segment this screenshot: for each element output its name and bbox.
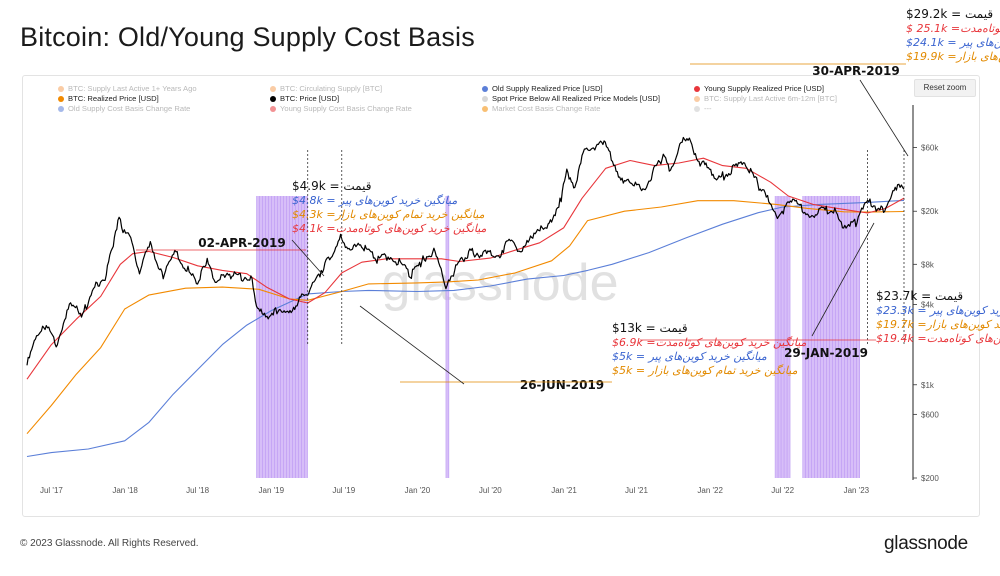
series-line-2	[26, 200, 905, 435]
x-tick-label: Jul '19	[332, 486, 355, 495]
legend-dot-icon	[270, 96, 276, 102]
legend-dot-icon	[482, 86, 488, 92]
legend-dot-icon	[694, 96, 700, 102]
annotation-l1: میانگین خرید کوین‌های کوتاه‌مدت= 6.9k$	[612, 336, 807, 349]
y-tick-label: $4k	[921, 300, 935, 309]
x-tick-label: Jul '17	[40, 486, 63, 495]
legend-label: BTC: Supply Last Active 1+ Years Ago	[68, 84, 197, 93]
below-realized-band	[256, 196, 308, 478]
legend-item[interactable]: Market Cost Basis Change Rate	[482, 104, 600, 114]
x-tick-label: Jan '21	[551, 486, 577, 495]
series-line-3	[26, 199, 905, 458]
x-tick-label: Jan '19	[259, 486, 285, 495]
x-tick-label: Jan '18	[112, 486, 138, 495]
legend-label: BTC: Circulating Supply [BTC]	[280, 84, 383, 93]
x-tick-label: Jan '22	[697, 486, 723, 495]
annotation-l3: میانگین خرید تمام کوین‌های بازار = 5k$	[612, 364, 798, 377]
annotation-pointer	[859, 79, 909, 157]
y-tick-label: $60k	[921, 144, 939, 153]
below-realized-band	[445, 196, 450, 478]
annotation-l2: میانگین خرید تمام کوین‌های بازار= 4.3k$	[292, 208, 485, 221]
legend-dot-icon	[58, 86, 64, 92]
x-tick-label: Jul '22	[771, 486, 794, 495]
y-tick-label: $20k	[921, 207, 939, 216]
annotation-l3: میانگین خرید تمام کوین‌های بازار= 19.9k$	[906, 50, 1000, 63]
series-line-1	[26, 157, 905, 380]
legend-label: Spot Price Below All Realized Price Mode…	[492, 94, 660, 103]
below-realized-band	[775, 196, 791, 478]
legend-item[interactable]: Young Supply Realized Price [USD]	[694, 84, 824, 94]
annotation-l1: میانگین خرید کوین‌های کوتاه‌مدت= 25.1k $	[906, 22, 1000, 35]
annotation-l2: میانگین خرید کوین‌های پیر = 24.1k$	[906, 36, 1000, 49]
reset-zoom-button[interactable]: Reset zoom	[914, 79, 976, 97]
y-tick-label: $1k	[921, 381, 935, 390]
annotation-price: قیمت = 29.2k$	[906, 7, 993, 21]
annotation-date: 29-JAN-2019	[784, 346, 868, 360]
annotation-date: 30-APR-2019	[812, 64, 899, 78]
legend-item[interactable]: Old Supply Realized Price [USD]	[482, 84, 603, 94]
annotation-date: 02-APR-2019	[198, 236, 285, 250]
legend-item[interactable]: Young Supply Cost Basis Change Rate	[270, 104, 412, 114]
legend-item[interactable]: BTC: Circulating Supply [BTC]	[270, 84, 382, 94]
legend-dot-icon	[58, 96, 64, 102]
legend-dot-icon	[694, 106, 700, 112]
x-tick-label: Jul '20	[479, 486, 502, 495]
legend-item[interactable]: BTC: Supply Last Active 1+ Years Ago	[58, 84, 197, 94]
annotation-price: قیمت = 13k$	[612, 321, 688, 335]
legend-label: Young Supply Cost Basis Change Rate	[280, 104, 412, 113]
annotation-pointer	[359, 305, 465, 385]
x-tick-label: Jan '23	[844, 486, 870, 495]
x-tick-label: Jan '20	[405, 486, 431, 495]
legend-label: Old Supply Cost Basis Change Rate	[68, 104, 191, 113]
annotation-price: قیمت = 23.7k$	[876, 289, 963, 303]
below-realized-band	[802, 196, 860, 478]
y-tick-label: $600	[921, 410, 939, 419]
annotation-l1: میانگین خرید کوین‌های پیر = 4.8k$	[292, 194, 457, 207]
x-tick-label: Jul '21	[625, 486, 648, 495]
annotation-date: 26-JUN-2019	[520, 378, 604, 392]
annotation-l3: میانگین خرید کوین‌های کوتاه‌مدت= 4.1k$	[292, 222, 487, 235]
copyright: © 2023 Glassnode. All Rights Reserved.	[20, 538, 199, 549]
legend-dot-icon	[694, 86, 700, 92]
legend-label: Market Cost Basis Change Rate	[492, 104, 601, 113]
legend-item[interactable]: BTC: Realized Price [USD]	[58, 94, 159, 104]
legend-item[interactable]: ---	[694, 104, 712, 114]
x-tick-label: Jul '18	[186, 486, 209, 495]
chart-title: Bitcoin: Old/Young Supply Cost Basis	[20, 22, 475, 52]
annotation-pointer	[811, 222, 875, 337]
legend-item[interactable]: BTC: Price [USD]	[270, 94, 339, 104]
annotation-pointer	[291, 239, 325, 277]
legend-dot-icon	[270, 86, 276, 92]
annotation-l2: میانگین خرید کوین‌های پیر = 5k$	[612, 350, 767, 363]
legend-label: BTC: Realized Price [USD]	[68, 94, 159, 103]
legend-dot-icon	[482, 96, 488, 102]
legend-item[interactable]: Spot Price Below All Realized Price Mode…	[482, 94, 660, 104]
legend-dot-icon	[482, 106, 488, 112]
legend-dot-icon	[58, 106, 64, 112]
annotation-l1: میانگین خرید کوین‌های پیر = 23.3k$	[876, 304, 1000, 317]
legend-label: BTC: Supply Last Active 6m-12m [BTC]	[704, 94, 837, 103]
annotation-l3: میانگین خرید کوین‌های کوتاه‌مدت= 19.4k$	[876, 332, 1000, 345]
y-tick-label: $200	[921, 474, 939, 483]
legend-dot-icon	[270, 106, 276, 112]
glassnode-logo: glassnode	[884, 533, 968, 554]
legend-item[interactable]: BTC: Supply Last Active 6m-12m [BTC]	[694, 94, 837, 104]
annotation-price: قیمت = 4.9k$	[292, 179, 371, 193]
legend-label: ---	[704, 104, 712, 113]
series-line-0	[26, 136, 905, 366]
legend-label: Young Supply Realized Price [USD]	[704, 84, 825, 93]
legend-label: Old Supply Realized Price [USD]	[492, 84, 603, 93]
legend-label: BTC: Price [USD]	[280, 94, 340, 103]
legend-item[interactable]: Old Supply Cost Basis Change Rate	[58, 104, 190, 114]
annotation-l2: میانگین خرید کوین‌های بازار= 19.7k$	[876, 318, 1000, 331]
y-tick-label: $8k	[921, 260, 935, 269]
